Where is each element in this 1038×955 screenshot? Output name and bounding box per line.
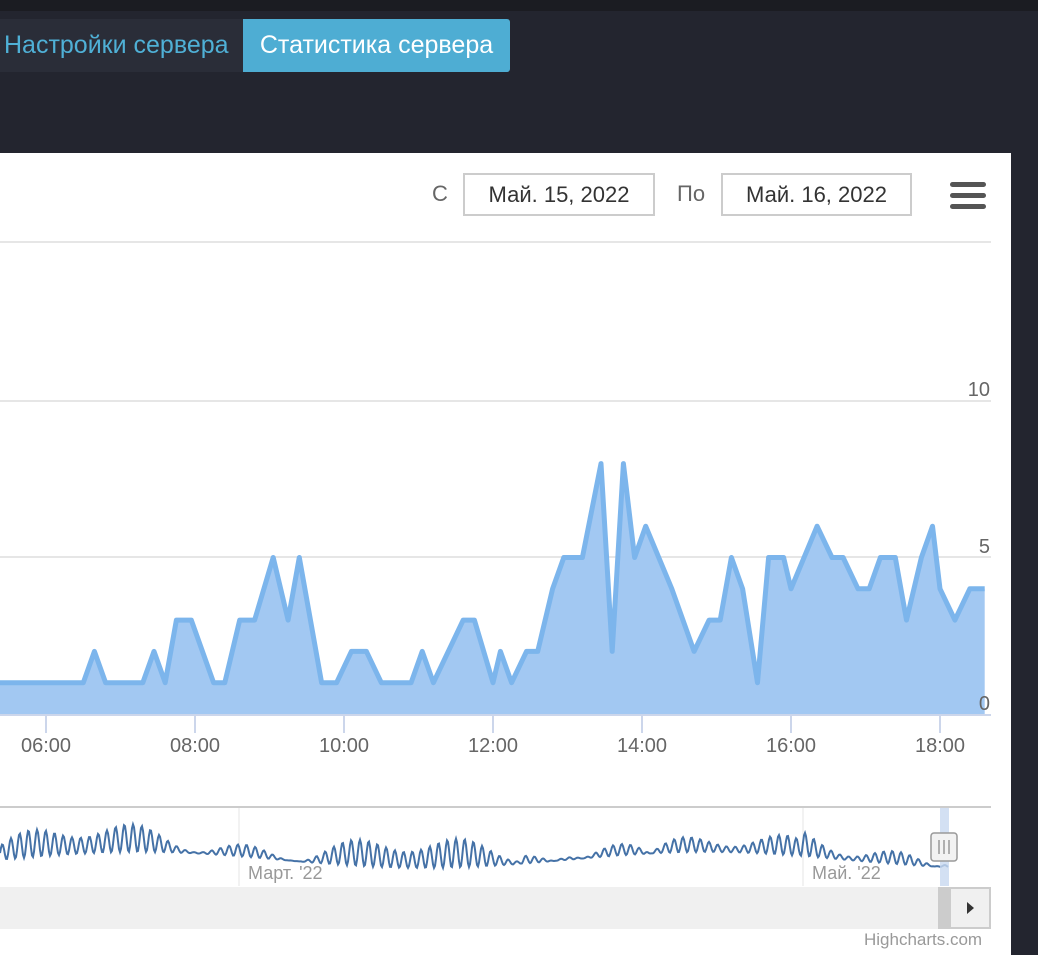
scroll-right-arrow-icon [967, 902, 974, 914]
x-tick-label: 16:00 [766, 735, 816, 757]
scrollbar-track[interactable] [0, 887, 991, 929]
navigator-label: Март. '22 [248, 863, 323, 883]
y-tick-label: 0 [979, 693, 990, 715]
tab-server-settings[interactable]: Настройки сервера [0, 19, 243, 72]
x-tick-label: 10:00 [319, 735, 369, 757]
range-from-input[interactable]: Май. 15, 2022 [463, 173, 655, 216]
x-tick-label: 08:00 [170, 735, 220, 757]
y-tick-label: 10 [968, 379, 990, 401]
range-to-label: По [677, 181, 706, 206]
top-bar [0, 0, 1038, 11]
y-tick-label: 5 [979, 536, 990, 558]
tab-bar: Настройки сервера Статистика сервера [0, 19, 510, 72]
navigator[interactable]: Март. '22 Май. '22 [0, 806, 991, 929]
x-tick-label: 14:00 [617, 735, 667, 757]
hamburger-menu-icon[interactable] [950, 182, 986, 210]
x-tick-label: 06:00 [21, 735, 71, 757]
series-area [0, 463, 985, 714]
navigator-label: Май. '22 [812, 863, 881, 883]
series-line [0, 461, 985, 686]
tab-server-statistics[interactable]: Статистика сервера [243, 19, 510, 72]
chart-gridlines [0, 241, 991, 558]
scrollbar-thumb[interactable] [938, 887, 950, 929]
x-tick-label: 12:00 [468, 735, 518, 757]
range-from-label: С [432, 181, 448, 206]
highcharts-credits-link[interactable]: Highcharts.com [864, 930, 983, 949]
navigator-series [0, 820, 949, 872]
x-axis-ticks: 06:00 08:00 10:00 12:00 14:00 16:00 18:00 [21, 715, 965, 757]
range-to-input[interactable]: Май. 16, 2022 [721, 173, 912, 216]
x-tick-label: 18:00 [915, 735, 965, 757]
server-stats-chart: 06:00 08:00 10:00 12:00 14:00 16:00 18:00 10 5… [0, 241, 991, 929]
